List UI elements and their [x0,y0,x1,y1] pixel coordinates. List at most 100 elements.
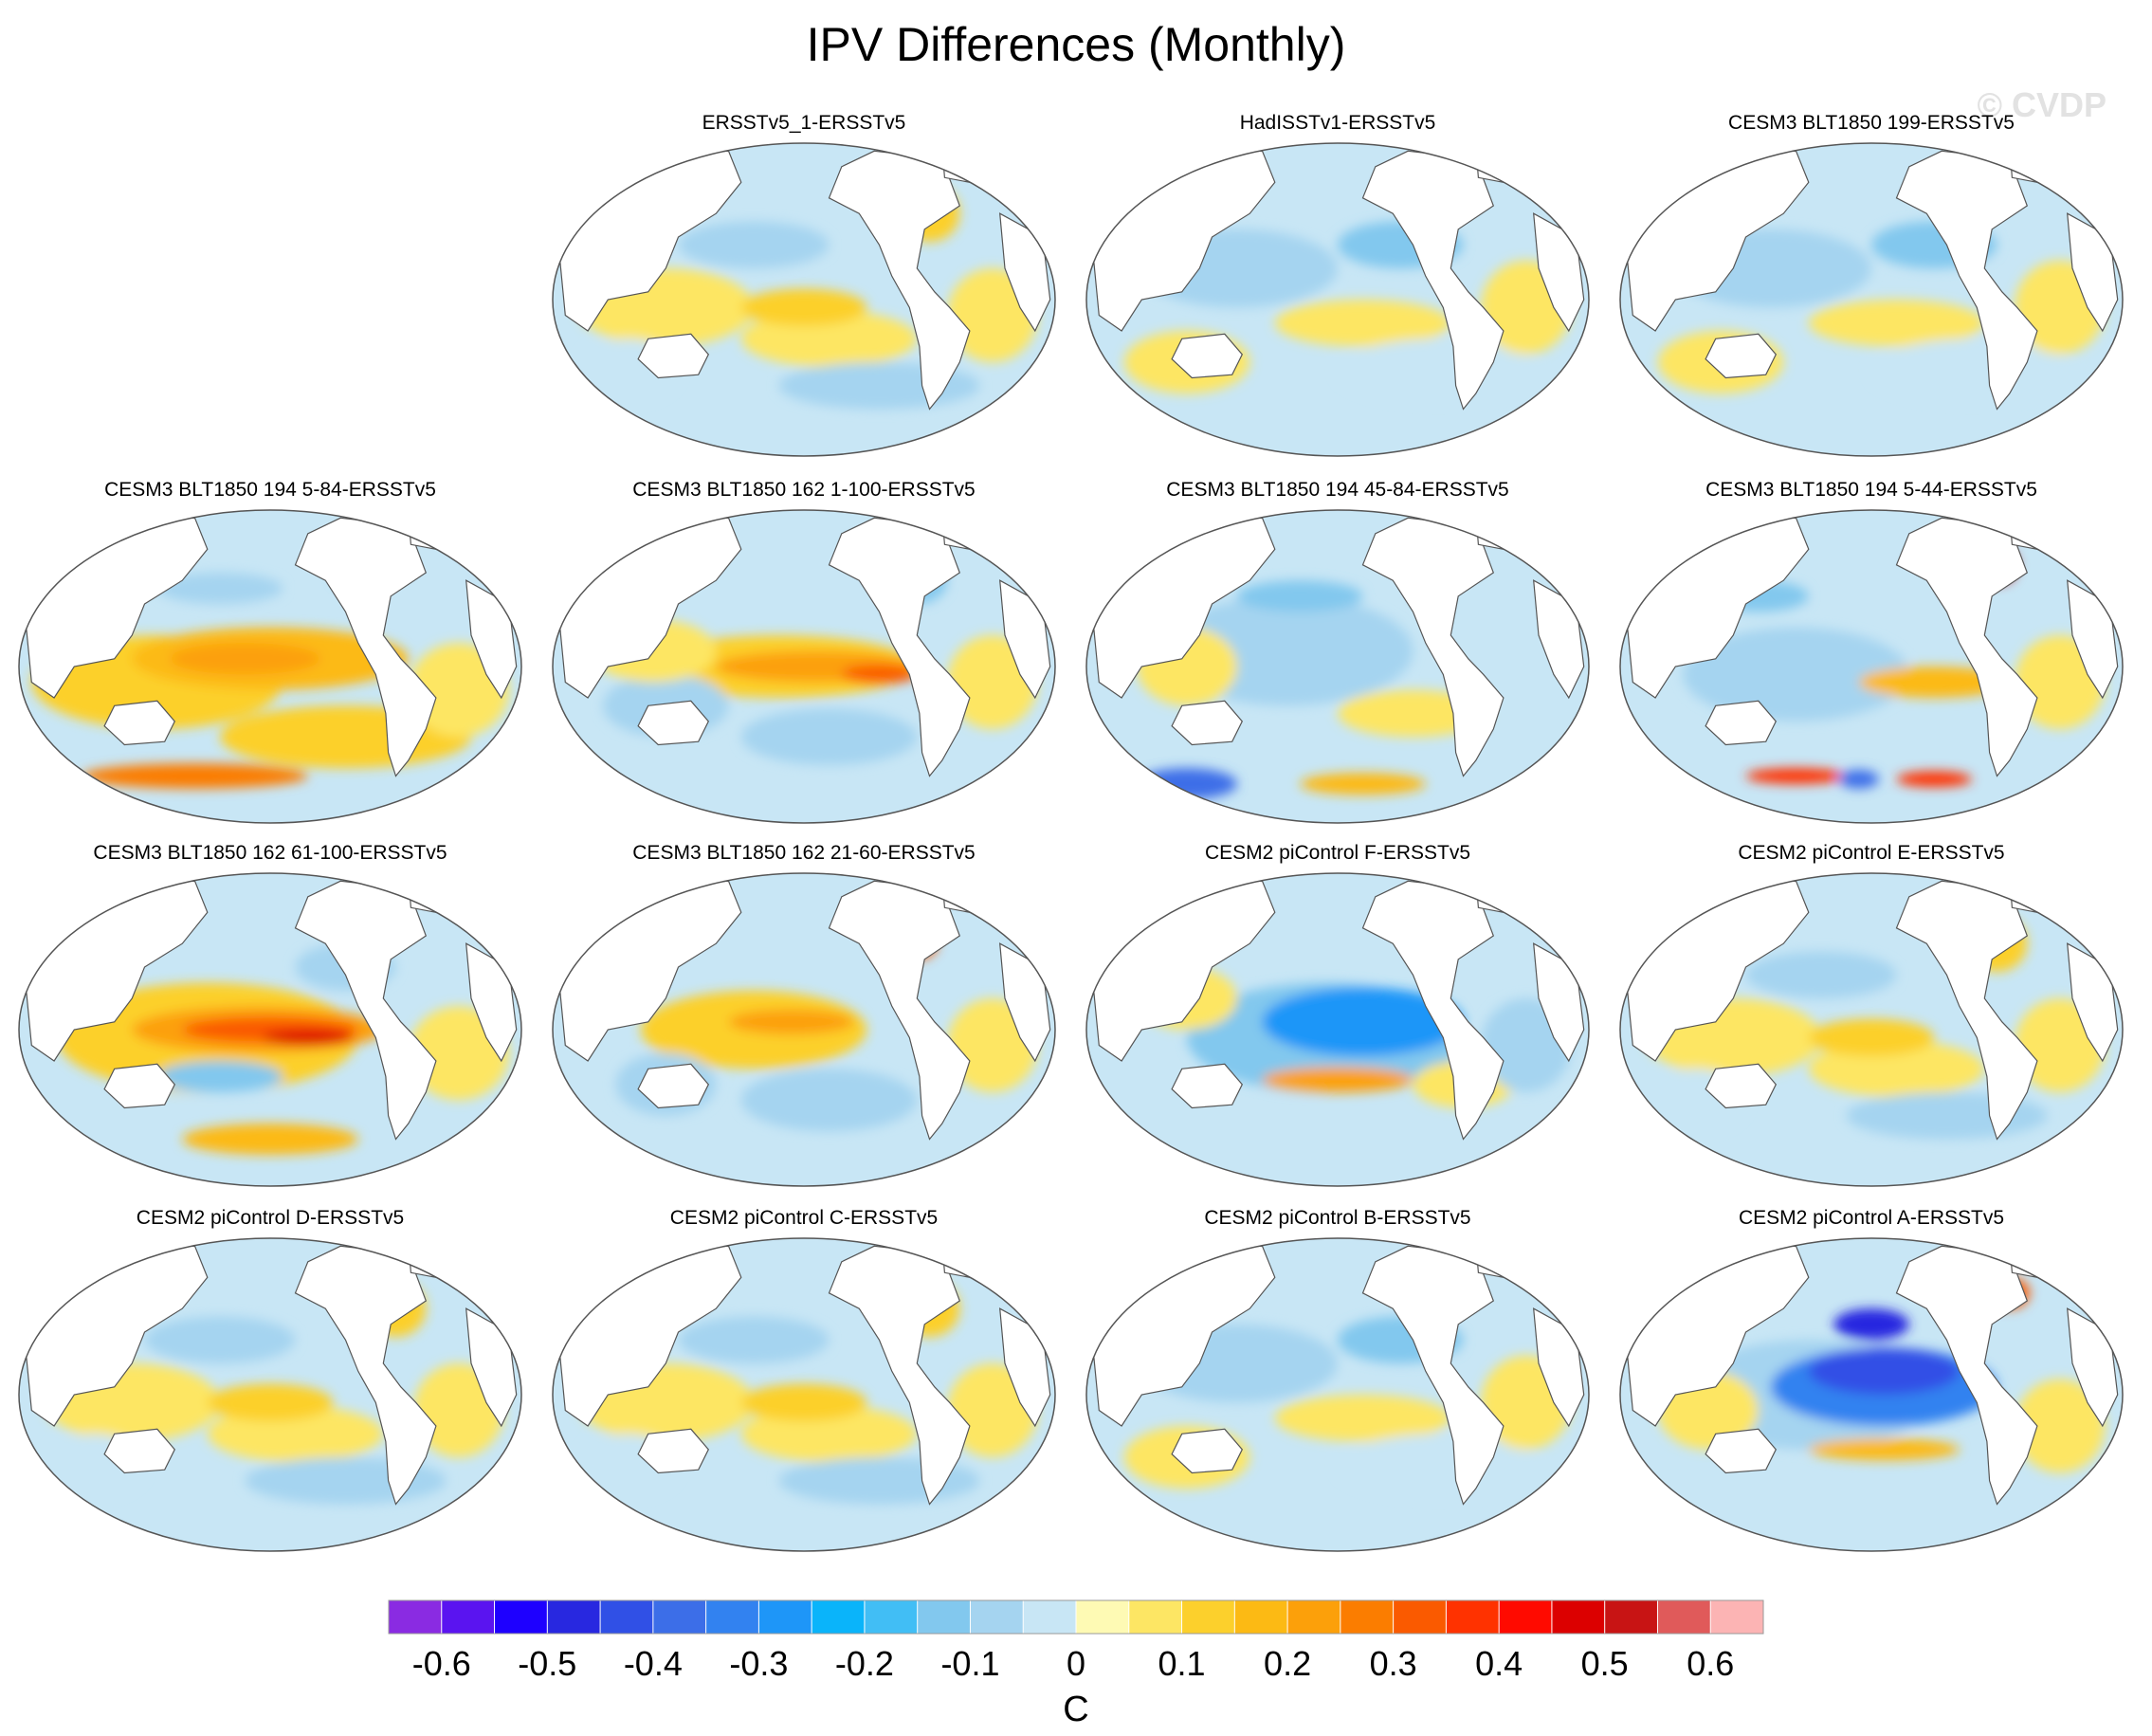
anomaly-region [1137,768,1237,800]
anomaly-region [156,1061,283,1092]
anomaly-region [728,1009,854,1034]
map-panel: CESM3 BLT1850 162 1-100-ERSSTv5 [548,479,1060,830]
landmass [637,1428,710,1474]
map-border [552,1237,1056,1552]
anomaly-region [1858,667,2010,698]
map-panel: CESM3 BLT1850 162 61-100-ERSSTv5 [14,842,526,1193]
map [1619,509,2124,824]
panel-title: CESM2 piControl D-ERSSTv5 [136,1207,405,1229]
panel-title: CESM3 BLT1850 194 5-44-ERSSTv5 [1705,479,2037,501]
map [18,509,522,824]
anomaly-region [740,708,918,765]
colorbar-swatch [547,1600,601,1634]
landmass [1361,150,1505,411]
map [18,872,522,1187]
map-panel: CESM3 BLT1850 194 45-84-ERSSTv5 [1082,479,1594,830]
map-panel: CESM3 BLT1850 194 5-84-ERSSTv5 [14,479,526,830]
colorbar-unit-label: C [1063,1690,1088,1729]
anomaly-region [1300,773,1426,795]
anomaly-region [170,643,320,675]
anomaly-region [1274,300,1451,347]
landmass [1171,700,1244,746]
colorbar-swatch [1023,1600,1077,1634]
colorbar-swatch [1657,1600,1711,1634]
landmass [1895,517,2038,777]
panel-title: ERSSTv5_1-ERSSTv5 [702,112,906,134]
panel-title: CESM3 BLT1850 162 1-100-ERSSTv5 [632,479,976,501]
map-border [1085,509,1590,824]
anomaly-region [1896,771,1972,788]
map-border [18,1237,522,1552]
landmass [103,700,176,746]
colorbar-tick-label: -0.4 [624,1644,683,1683]
anomaly-region [678,221,830,268]
panel-title: CESM2 piControl B-ERSSTv5 [1204,1207,1471,1229]
colorbar-swatch [758,1600,812,1634]
map-panel: CESM2 piControl F-ERSSTv5 [1082,842,1594,1193]
anomaly-region [1745,768,1847,784]
colorbar-tick-label: -0.6 [412,1644,471,1683]
map-border [1619,1237,2124,1552]
anomaly-region [263,1030,354,1046]
panel-title: CESM3 BLT1850 194 5-84-ERSSTv5 [104,479,436,501]
landmass [828,1245,971,1506]
anomaly-region [1274,1395,1451,1442]
colorbar-swatch [1446,1600,1500,1634]
colorbar-swatch [1499,1600,1553,1634]
map [552,509,1056,824]
colorbar-swatch [1076,1600,1130,1634]
anomaly-region [1808,300,1985,347]
map-border [1619,872,2124,1187]
landmass [1895,1245,2038,1506]
map [552,872,1056,1187]
landmass [1361,1245,1505,1506]
colorbar-swatch [705,1600,759,1634]
landmass [1171,333,1244,379]
anomaly-region [1262,1067,1413,1092]
landmass [294,880,437,1141]
landmass [828,517,971,777]
map-border [1085,142,1590,457]
anomaly-region [1745,951,1897,998]
anomaly-region [2015,1379,2106,1473]
landmass [1171,1063,1244,1109]
colorbar-swatch [864,1600,919,1634]
map [1619,1237,2124,1552]
colorbar-tick-label: 0.6 [1687,1644,1734,1683]
anomaly-region [740,1383,867,1422]
colorbar-swatch [1234,1600,1288,1634]
colorbar-swatch [1181,1600,1235,1634]
map-panel: CESM2 piControl B-ERSSTv5 [1082,1207,1594,1558]
colorbar-swatch [1551,1600,1606,1634]
colorbar-swatch [1710,1600,1764,1634]
panel-title: CESM3 BLT1850 162 61-100-ERSSTv5 [93,842,447,864]
landmass [828,880,971,1141]
colorbar-outline [388,1599,1764,1635]
anomaly-region [1808,1438,1960,1461]
colorbar-tick-label: -0.3 [729,1644,788,1683]
map [1619,142,2124,457]
panel-title: CESM3 BLT1850 162 21-60-ERSSTv5 [632,842,976,864]
landmass [637,1063,710,1109]
landmass [1705,700,1778,746]
map [18,1237,522,1552]
anomaly-region [182,1124,358,1155]
landmass [1895,880,2038,1141]
landmass [1361,517,1505,777]
panel-title: CESM2 piControl E-ERSSTv5 [1738,842,2005,864]
panel-title: CESM2 piControl C-ERSSTv5 [669,1207,939,1229]
panel-title: CESM3 BLT1850 199-ERSSTv5 [1728,112,2015,134]
colorbar-swatch [1287,1600,1341,1634]
colorbar-swatch [970,1600,1024,1634]
anomaly-region [1237,580,1363,612]
landmass [1361,880,1505,1141]
map-panel: CESM3 BLT1850 162 21-60-ERSSTv5 [548,842,1060,1193]
panel-title: CESM3 BLT1850 194 45-84-ERSSTv5 [1166,479,1509,501]
colorbar-swatch [441,1600,496,1634]
map-panel: CESM2 piControl C-ERSSTv5 [548,1207,1060,1558]
map-border [552,509,1056,824]
map-panel: HadISSTv1-ERSSTv5 [1082,112,1594,463]
colorbar-swatch [652,1600,707,1634]
map-border [18,509,522,824]
anomaly-region [1808,1018,1935,1057]
